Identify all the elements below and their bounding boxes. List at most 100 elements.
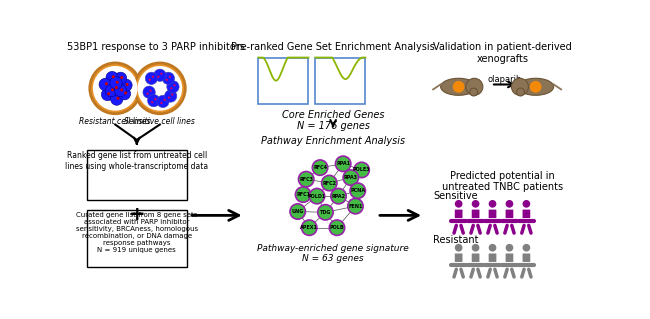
- Circle shape: [112, 75, 115, 78]
- Circle shape: [354, 162, 369, 178]
- FancyBboxPatch shape: [455, 254, 463, 262]
- Circle shape: [169, 76, 171, 78]
- Text: POLD1: POLD1: [308, 194, 326, 199]
- Circle shape: [163, 99, 166, 101]
- Circle shape: [472, 244, 480, 252]
- Circle shape: [106, 71, 118, 84]
- Circle shape: [506, 244, 514, 252]
- Circle shape: [148, 94, 160, 107]
- FancyBboxPatch shape: [455, 210, 463, 218]
- FancyBboxPatch shape: [86, 210, 187, 267]
- Circle shape: [116, 81, 119, 84]
- Circle shape: [313, 160, 328, 175]
- Text: 53BP1 response to 3 PARP inhibitors: 53BP1 response to 3 PARP inhibitors: [67, 42, 245, 52]
- Circle shape: [302, 220, 317, 235]
- Circle shape: [157, 95, 169, 108]
- Circle shape: [151, 101, 153, 103]
- Circle shape: [138, 66, 182, 111]
- Circle shape: [105, 85, 118, 97]
- Text: olaparib: olaparib: [488, 75, 522, 84]
- Circle shape: [489, 244, 497, 252]
- Circle shape: [120, 76, 124, 79]
- Text: PCNA: PCNA: [350, 188, 365, 193]
- Text: Pre-ranked Gene Set Enrichment Analysis: Pre-ranked Gene Set Enrichment Analysis: [231, 42, 435, 52]
- Text: POLE3: POLE3: [353, 167, 370, 173]
- FancyBboxPatch shape: [506, 254, 514, 262]
- Text: Pathway-enriched gene signature
N = 63 genes: Pathway-enriched gene signature N = 63 g…: [257, 244, 409, 263]
- Circle shape: [290, 204, 305, 219]
- Circle shape: [512, 78, 528, 95]
- Text: RPA1: RPA1: [336, 161, 350, 166]
- Circle shape: [298, 172, 314, 187]
- FancyBboxPatch shape: [86, 150, 187, 200]
- Text: RFC4: RFC4: [313, 165, 327, 170]
- Circle shape: [530, 81, 541, 93]
- Circle shape: [120, 88, 124, 92]
- Text: Resistant cell lines: Resistant cell lines: [79, 117, 151, 126]
- FancyBboxPatch shape: [489, 254, 497, 262]
- Text: Validation in patient-derived
xenografts: Validation in patient-derived xenografts: [433, 42, 572, 64]
- Text: Curated gene list from 8 gene sets
associated with PARP inhibitor
sensitivity, B: Curated gene list from 8 gene sets assoc…: [75, 211, 198, 253]
- Text: Sensitive cell lines: Sensitive cell lines: [124, 117, 195, 126]
- Circle shape: [161, 102, 162, 104]
- Text: TDG: TDG: [320, 210, 331, 215]
- Circle shape: [331, 189, 346, 204]
- Circle shape: [116, 97, 120, 100]
- Circle shape: [146, 93, 149, 95]
- Circle shape: [168, 96, 170, 99]
- Text: RFC2: RFC2: [322, 181, 336, 186]
- FancyBboxPatch shape: [489, 210, 497, 218]
- FancyBboxPatch shape: [472, 254, 480, 262]
- Circle shape: [120, 79, 132, 92]
- Circle shape: [93, 66, 138, 111]
- Circle shape: [114, 85, 127, 97]
- Ellipse shape: [441, 78, 476, 95]
- Text: Sensitive: Sensitive: [433, 191, 478, 201]
- Circle shape: [309, 189, 324, 204]
- Circle shape: [472, 200, 480, 208]
- Circle shape: [107, 92, 110, 95]
- Text: Pathway Enrichment Analysis: Pathway Enrichment Analysis: [261, 136, 405, 146]
- Circle shape: [322, 175, 337, 191]
- FancyBboxPatch shape: [523, 254, 530, 262]
- Circle shape: [101, 88, 114, 101]
- Circle shape: [110, 77, 122, 89]
- Circle shape: [99, 78, 111, 91]
- Text: RFC1: RFC1: [296, 192, 310, 197]
- Circle shape: [167, 81, 179, 93]
- Text: Resistant: Resistant: [433, 235, 478, 245]
- Circle shape: [171, 93, 174, 96]
- Circle shape: [111, 93, 123, 105]
- Circle shape: [162, 72, 174, 85]
- Circle shape: [114, 72, 127, 85]
- Circle shape: [335, 156, 351, 172]
- FancyBboxPatch shape: [506, 210, 514, 218]
- Circle shape: [135, 63, 185, 114]
- Circle shape: [157, 76, 159, 78]
- Circle shape: [164, 90, 177, 102]
- Circle shape: [125, 83, 129, 86]
- Text: FEN1: FEN1: [348, 204, 363, 209]
- Circle shape: [466, 78, 483, 95]
- Text: POLB: POLB: [330, 225, 344, 230]
- FancyBboxPatch shape: [523, 210, 530, 218]
- Circle shape: [152, 76, 154, 78]
- Circle shape: [343, 170, 359, 185]
- Circle shape: [149, 79, 151, 81]
- Circle shape: [489, 200, 497, 208]
- Circle shape: [143, 86, 155, 98]
- Circle shape: [118, 87, 131, 100]
- Circle shape: [295, 187, 311, 202]
- Circle shape: [150, 90, 152, 92]
- Text: Core Enriched Genes
N = 176 genes: Core Enriched Genes N = 176 genes: [282, 110, 384, 131]
- Circle shape: [115, 86, 118, 89]
- Text: RPA3: RPA3: [344, 175, 358, 180]
- Circle shape: [318, 204, 333, 220]
- Circle shape: [124, 92, 127, 94]
- Circle shape: [90, 63, 140, 114]
- Circle shape: [105, 82, 108, 85]
- Circle shape: [174, 84, 176, 86]
- Circle shape: [161, 72, 162, 75]
- Text: +: +: [129, 204, 145, 224]
- Circle shape: [109, 82, 122, 94]
